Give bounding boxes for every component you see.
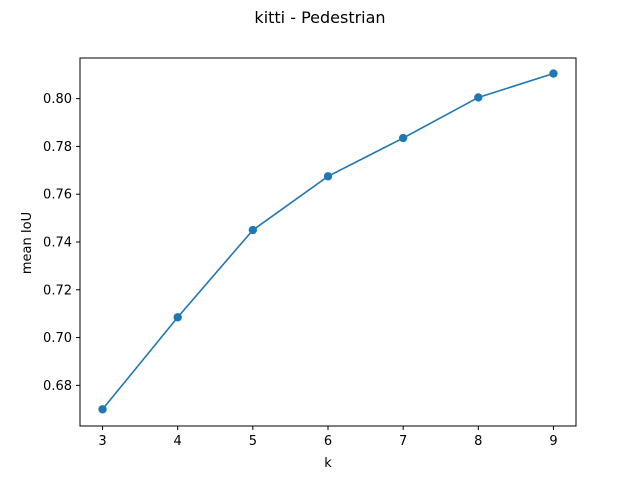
- y-tick-label: 0.68: [43, 379, 72, 394]
- y-tick-label: 0.78: [43, 140, 72, 155]
- data-point: [173, 313, 182, 322]
- data-point: [248, 225, 258, 235]
- plot-area: 3 4 5 6 7 8 9 0.68 0.70 0.72 0.74 0.76 0.78 0.80: [43, 57, 577, 449]
- data-point: [323, 172, 333, 181]
- y-tick-label: 0.80: [43, 92, 72, 107]
- data-point: [398, 133, 408, 143]
- y-tick-label: 0.72: [43, 283, 72, 298]
- data-point: [474, 93, 483, 102]
- chart-title: kitti - Pedestrian: [254, 8, 385, 27]
- x-axis-label: k: [324, 456, 332, 471]
- x-tick-label: 8: [474, 434, 482, 449]
- data-point: [98, 405, 107, 414]
- y-axis-label: mean IoU: [20, 212, 35, 274]
- y-tick-label: 0.76: [43, 188, 72, 203]
- x-tick-label: 4: [174, 434, 182, 449]
- y-tick-label: 0.74: [43, 236, 72, 251]
- x-tick-label: 6: [324, 434, 332, 449]
- y-tick-label: 0.70: [43, 331, 72, 346]
- x-tick-label: 3: [98, 434, 106, 449]
- data-point: [549, 69, 558, 78]
- x-tick-label: 7: [399, 434, 407, 449]
- x-tick-label: 5: [249, 434, 257, 449]
- x-tick-label: 9: [549, 434, 557, 449]
